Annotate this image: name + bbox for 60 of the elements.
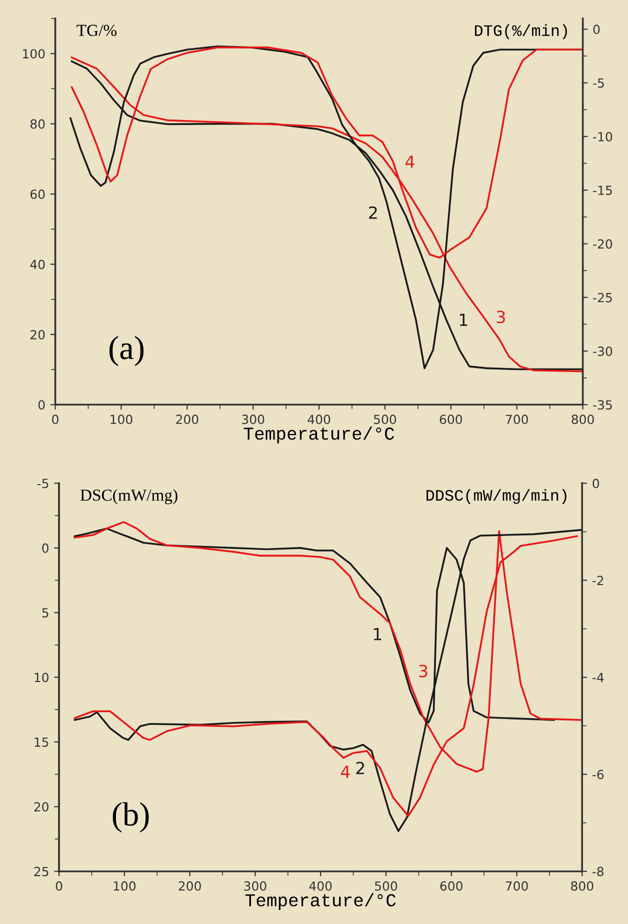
x-tick-label: 300 xyxy=(242,414,264,424)
y-tick-label: 60 xyxy=(30,190,45,199)
x-axis-title: Temperature/°C xyxy=(244,426,394,444)
y2-tick-label: -15 xyxy=(593,186,612,196)
series-label: 4 xyxy=(405,156,414,168)
y2-tick-label: 0 xyxy=(592,478,599,488)
x-axis-title: Temperature/°C xyxy=(245,893,396,910)
series-label: 4 xyxy=(340,766,350,778)
y2-tick-label: -10 xyxy=(593,132,612,142)
x-tick-label: 0 xyxy=(56,881,62,891)
y2-tick-label: -6 xyxy=(592,770,604,780)
y-axis-title: TG/% xyxy=(76,24,117,36)
series-label: 2 xyxy=(356,762,364,774)
y-tick-label: 80 xyxy=(30,119,45,129)
y2-tick-label: -4 xyxy=(592,672,604,682)
y2-tick-label: 0 xyxy=(593,24,600,34)
y-tick-label: 0 xyxy=(38,400,45,410)
y-tick-label: 10 xyxy=(34,672,48,682)
x-tick-label: 100 xyxy=(110,414,132,424)
x-tick-label: 600 xyxy=(440,414,462,424)
y-tick-label: 100 xyxy=(23,49,45,59)
y-tick-label: 20 xyxy=(30,330,45,340)
y2-tick-label: -8 xyxy=(592,866,604,876)
series-label: 3 xyxy=(419,664,428,678)
y2-tick-label: -5 xyxy=(593,78,604,88)
x-tick-label: 300 xyxy=(244,881,266,891)
x-tick-label: 800 xyxy=(572,414,594,424)
series-label: 2 xyxy=(369,206,377,219)
y-axis-title: DSC(mW/mg) xyxy=(80,489,178,504)
y-tick-label: 20 xyxy=(34,802,48,812)
x-tick-label: 700 xyxy=(506,881,528,891)
x-tick-label: 600 xyxy=(440,881,462,891)
series-label: 1 xyxy=(460,314,468,326)
x-tick-label: 200 xyxy=(178,881,201,891)
text: (b) xyxy=(112,802,149,833)
y-tick-label: 25 xyxy=(34,866,48,876)
x-tick-label: 400 xyxy=(308,414,330,424)
x-tick-label: 100 xyxy=(114,881,136,891)
y2-tick-label: -30 xyxy=(593,346,612,356)
y2-axis-title: DTG(%/min) xyxy=(475,24,567,40)
x-tick-label: 500 xyxy=(375,881,398,891)
y2-tick-label: -20 xyxy=(593,239,612,249)
y-tick-label: 40 xyxy=(30,260,45,270)
x-tick-label: 0 xyxy=(52,414,58,424)
y2-tick-label: -25 xyxy=(593,292,612,302)
y-tick-label: 15 xyxy=(34,738,48,747)
y-tick-label: 5 xyxy=(42,608,48,618)
series-label: 1 xyxy=(374,628,382,640)
series-label: 3 xyxy=(496,310,505,324)
y2-tick-label: -2 xyxy=(592,576,604,586)
x-tick-label: 400 xyxy=(309,881,332,891)
x-tick-label: 700 xyxy=(506,414,528,424)
y-tick-label: 0 xyxy=(42,543,48,553)
y2-axis-title: DDSC(mW/mg/min) xyxy=(426,489,566,504)
text: (a) xyxy=(109,336,144,366)
y2-tick-label: -35 xyxy=(593,400,612,410)
x-tick-label: 500 xyxy=(374,414,396,424)
x-tick-label: 200 xyxy=(176,414,198,424)
x-tick-label: 800 xyxy=(571,881,594,891)
y-tick-label: -5 xyxy=(37,478,48,488)
